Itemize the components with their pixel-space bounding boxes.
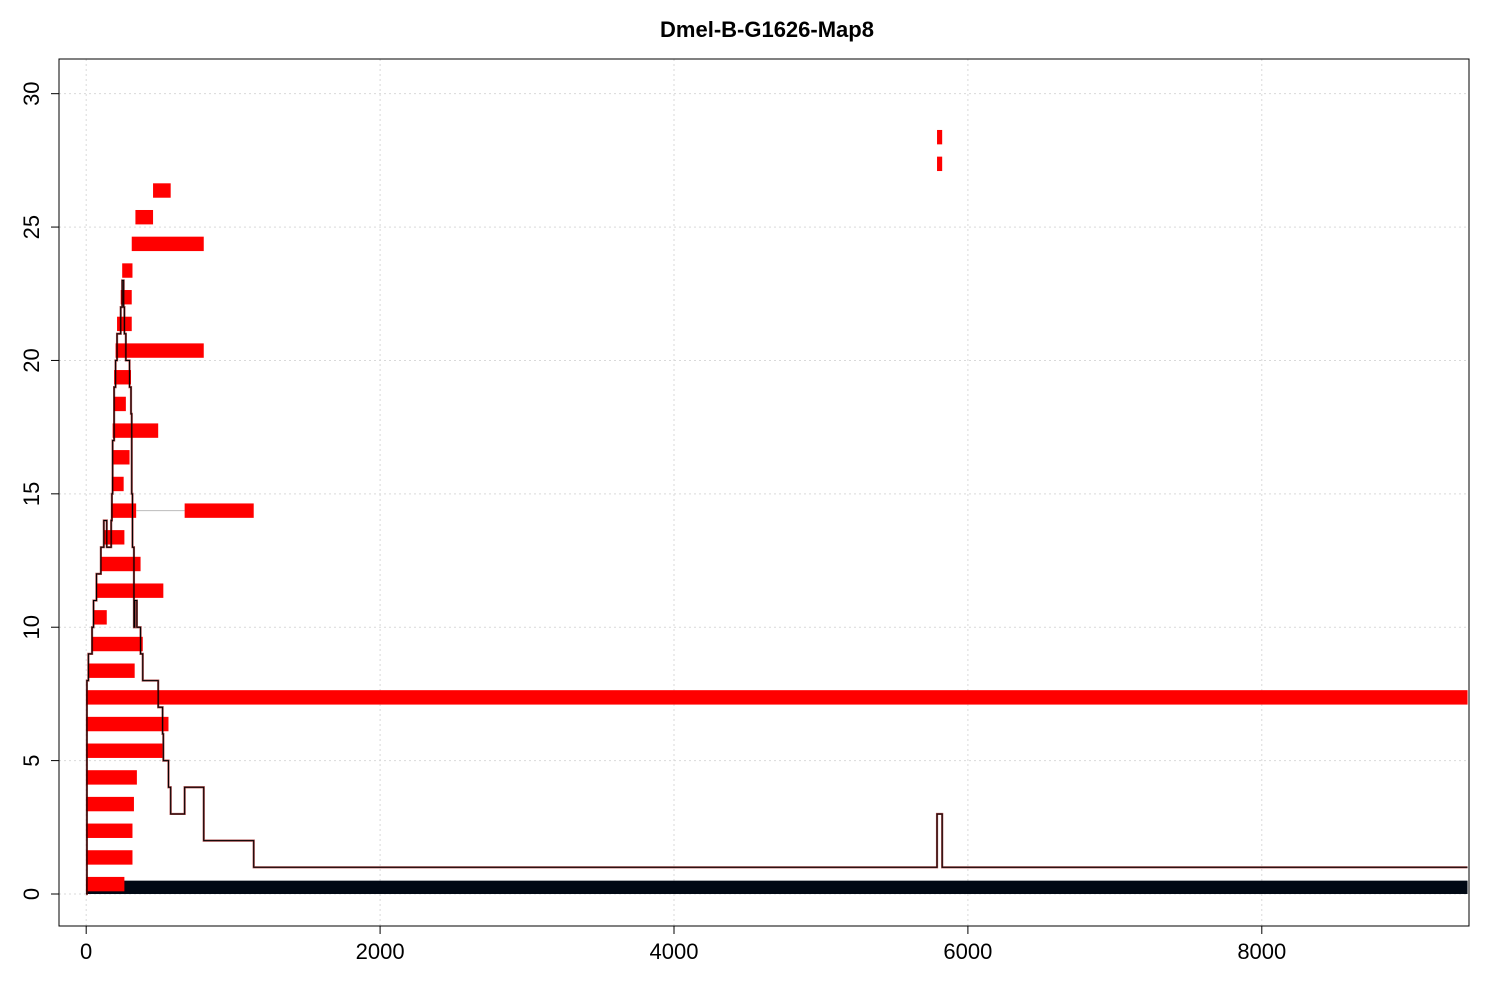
read-bar [122,263,133,278]
read-bar [86,716,169,732]
chart-title: Dmel-B-G1626-Map8 [660,17,874,42]
coverage-layer [85,279,1468,896]
read-bar [96,583,164,598]
read-bar [112,450,130,465]
read-bar [937,156,943,172]
x-tick-label: 6000 [943,939,992,964]
y-tick-label: 0 [19,888,44,900]
read-bar [120,290,132,305]
coverage-line-outline [85,279,1468,896]
read-bar [937,129,943,145]
reads-layer [86,129,1468,894]
read-bar [88,663,135,678]
read-bar [184,503,254,518]
read-bar [100,556,141,572]
axes: 0 2000 4000 6000 8000 0 5 10 15 20 25 30 [19,81,1286,964]
grid-lines [59,59,1469,926]
read-bar [115,343,204,358]
read-bar [93,610,107,625]
read-bar [86,823,133,838]
read-bar [86,690,1468,705]
y-tick-label: 30 [19,81,44,105]
read-bar [112,423,159,438]
read-bar [131,236,204,252]
x-tick-label: 4000 [650,939,699,964]
read-bar [86,876,125,892]
read-bar [86,796,134,812]
read-bar [86,743,163,758]
read-bar [153,183,171,198]
read-bar [92,636,143,652]
coverage-line [86,279,1468,895]
y-tick-label: 25 [19,215,44,239]
x-tick-label: 2000 [356,939,405,964]
plot-frame [58,58,1470,927]
read-bar [135,209,154,225]
read-bar [111,503,137,518]
read-bar [114,396,126,412]
y-tick-label: 20 [19,348,44,372]
x-tick-label: 0 [80,939,92,964]
reference-bar [86,880,1468,894]
y-tick-label: 15 [19,482,44,506]
y-tick-label: 10 [19,615,44,639]
read-bar [114,370,132,385]
read-bar [86,850,133,865]
x-tick-label: 8000 [1237,939,1286,964]
read-bar [111,476,124,492]
y-tick-label: 5 [19,754,44,766]
read-bar [86,770,137,785]
read-bar [103,530,125,545]
